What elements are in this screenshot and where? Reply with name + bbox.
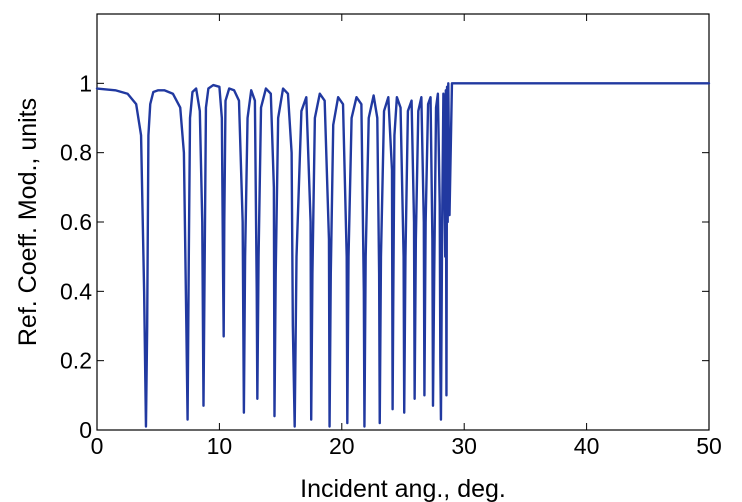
y-tick-label: 0.6 — [60, 209, 92, 235]
x-tick-label: 10 — [207, 433, 233, 459]
series-group — [95, 82, 711, 428]
x-tick-label: 0 — [91, 433, 104, 459]
x-tick-label: 40 — [574, 433, 600, 459]
x-tick-label: 20 — [329, 433, 355, 459]
series-line — [95, 82, 711, 428]
y-tick-label: 1 — [79, 70, 92, 96]
x-tick-label: 30 — [451, 433, 477, 459]
y-axis-label: Ref. Coeff. Mod., units — [14, 98, 42, 346]
axes: 0 10 20 30 40 50 0 0.2 0.4 0.6 0.8 1 — [60, 13, 722, 459]
y-tick-label: 0.8 — [60, 140, 92, 166]
x-axis-label: Incident ang., deg. — [300, 475, 506, 502]
y-tick-label: 0.4 — [60, 278, 92, 304]
y-tick-label: 0.2 — [60, 348, 92, 374]
x-tick-label: 50 — [696, 433, 722, 459]
y-tick-label: 0 — [79, 417, 92, 443]
